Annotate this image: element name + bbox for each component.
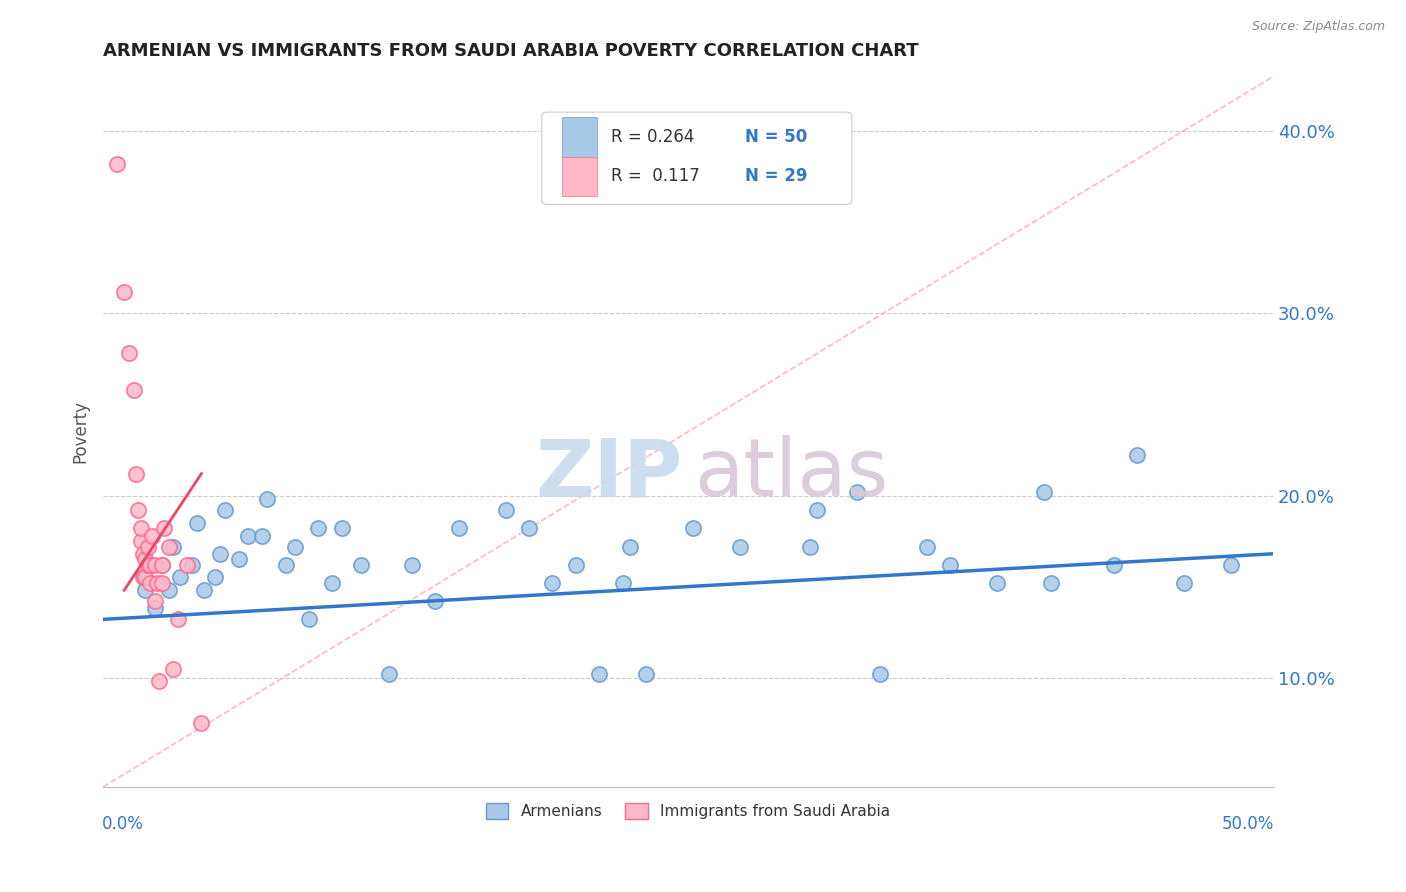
Point [915,540,938,554]
Point [143,558,166,572]
Point [799,540,821,554]
Text: R =  0.117: R = 0.117 [610,167,700,185]
Point [148,674,170,689]
Point [1032,484,1054,499]
Point [588,667,610,681]
Point [330,521,353,535]
Point [193,583,215,598]
Point [495,503,517,517]
Point [447,521,470,535]
Point [186,516,208,530]
Point [134,552,156,566]
Point [1102,558,1125,572]
Point [162,661,184,675]
Point [252,528,274,542]
Point [307,521,329,535]
Point [634,667,657,681]
Point [141,528,163,542]
Point [612,576,634,591]
Point [728,540,751,554]
Point [143,594,166,608]
Point [377,667,399,681]
Point [274,558,297,572]
Point [204,570,226,584]
Legend: Armenians, Immigrants from Saudi Arabia: Armenians, Immigrants from Saudi Arabia [479,797,897,825]
Point [112,285,135,299]
Point [401,558,423,572]
Point [806,503,828,517]
Point [157,540,180,554]
Point [167,612,190,626]
Y-axis label: Poverty: Poverty [72,401,89,463]
Point [1173,576,1195,591]
Point [136,540,159,554]
Point [845,484,868,499]
Point [298,612,321,626]
Point [986,576,1008,591]
Point [125,467,148,481]
Point [939,558,962,572]
Point [169,570,191,584]
Point [150,558,173,572]
FancyBboxPatch shape [541,112,852,204]
Point [321,576,343,591]
Text: ZIP: ZIP [534,435,682,514]
Text: R = 0.264: R = 0.264 [610,128,695,146]
Point [228,552,250,566]
Point [619,540,641,554]
Text: N = 29: N = 29 [745,167,808,185]
Point [256,492,278,507]
Point [153,521,176,535]
Point [214,503,236,517]
Point [127,503,149,517]
Text: 50.0%: 50.0% [1222,815,1274,833]
Point [139,576,162,591]
Point [105,157,128,171]
Point [565,558,588,572]
Text: atlas: atlas [695,435,889,514]
Point [176,558,198,572]
Point [541,576,564,591]
Point [682,521,704,535]
Point [129,521,152,535]
Point [146,576,169,591]
Point [869,667,891,681]
Point [134,570,156,584]
Point [134,583,156,598]
Point [1126,449,1149,463]
Point [238,528,260,542]
Point [132,547,155,561]
Point [143,601,166,615]
Point [150,576,173,591]
Point [132,570,155,584]
Point [425,594,447,608]
Text: Source: ZipAtlas.com: Source: ZipAtlas.com [1251,20,1385,33]
Text: ARMENIAN VS IMMIGRANTS FROM SAUDI ARABIA POVERTY CORRELATION CHART: ARMENIAN VS IMMIGRANTS FROM SAUDI ARABIA… [103,42,918,60]
Point [139,558,162,572]
Text: 0.0%: 0.0% [103,815,143,833]
Point [209,547,232,561]
Point [162,540,184,554]
Point [1039,576,1062,591]
Point [129,534,152,549]
Point [122,383,145,397]
Text: N = 50: N = 50 [745,128,807,146]
FancyBboxPatch shape [562,156,596,195]
Point [118,346,141,360]
Point [136,558,159,572]
Point [181,558,204,572]
Point [517,521,540,535]
FancyBboxPatch shape [562,118,596,156]
Point [1219,558,1241,572]
Point [349,558,371,572]
Point [284,540,307,554]
Point [190,716,212,731]
Point [157,583,180,598]
Point [150,558,173,572]
